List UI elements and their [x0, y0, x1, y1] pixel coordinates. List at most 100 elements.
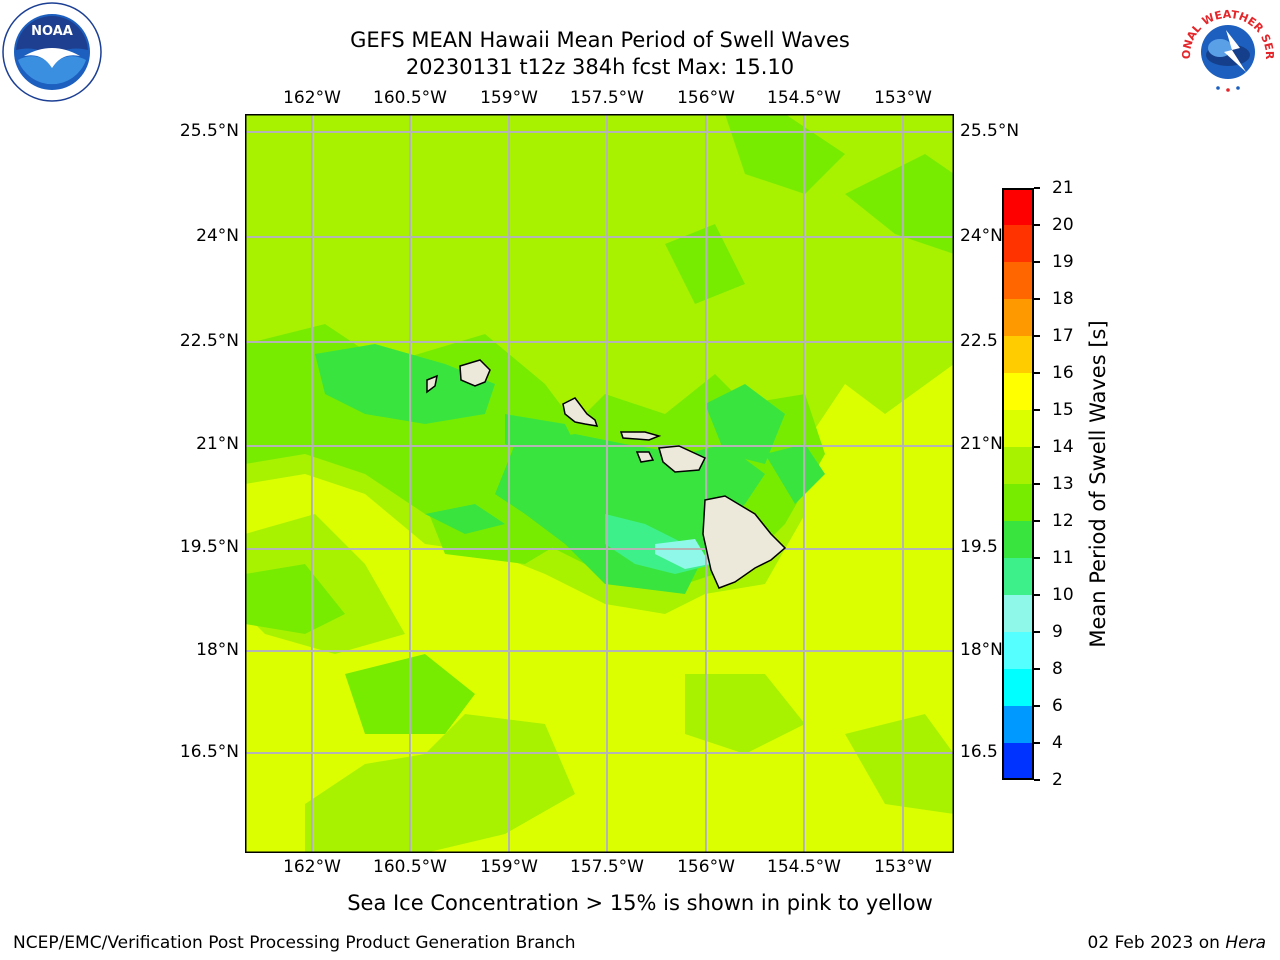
colorbar-tick-label: 17: [1052, 326, 1074, 346]
colorbar-segment: [1002, 558, 1034, 596]
colorbar-tick-label: 19: [1052, 252, 1074, 272]
islands: [426, 359, 787, 589]
noaa-logo: NOAA: [2, 2, 102, 102]
colorbar-tick-mark: [1034, 372, 1040, 374]
colorbar-tick-label: 15: [1052, 400, 1074, 420]
colorbar-frame: [1002, 188, 1034, 780]
lat-label-left: 19.5°N: [179, 537, 239, 557]
colorbar-tick-mark: [1034, 742, 1040, 744]
colorbar-tick-label: 18: [1052, 289, 1074, 309]
lat-label-left: 18°N: [196, 640, 239, 660]
colorbar-tick-label: 21: [1052, 178, 1074, 198]
map-panel: [244, 113, 955, 854]
lat-label-right: 21°N: [960, 434, 1003, 454]
colorbar-segment: [1002, 669, 1034, 707]
lon-label-top: 157.5°W: [570, 88, 644, 108]
colorbar-tick-mark: [1034, 335, 1040, 337]
lon-label-bottom: 154.5°W: [767, 857, 841, 877]
colorbar-ticks: 21 20 19 18 17 16 15 14 13 12 11 10 9 8 6 4 2: [1034, 178, 1084, 790]
contour-9-10: [655, 539, 710, 569]
colorbar-segment: [1002, 632, 1034, 670]
colorbar-tick-mark: [1034, 261, 1040, 263]
footer-date-text: 02 Feb 2023 on: [1087, 933, 1226, 953]
colorbar-tick-label: 4: [1052, 733, 1063, 753]
colorbar-tick-mark: [1034, 668, 1040, 670]
colorbar-segment: [1002, 521, 1034, 559]
colorbar-tick-mark: [1034, 631, 1040, 633]
colorbar-tick-mark: [1034, 779, 1040, 781]
lat-label-left: 21°N: [196, 434, 239, 454]
lon-label-bottom: 157.5°W: [570, 857, 644, 877]
colorbar-tick-mark: [1034, 594, 1040, 596]
lon-label-top: 156°W: [677, 88, 735, 108]
lat-label-right: 25.5°N: [960, 121, 1020, 141]
colorbar-tick-mark: [1034, 705, 1040, 707]
lon-label-top: 154.5°W: [767, 88, 841, 108]
footer-credit: NCEP/EMC/Verification Post Processing Pr…: [13, 933, 576, 953]
colorbar-tick-label: 16: [1052, 363, 1074, 383]
island-molokai: [619, 431, 662, 441]
colorbar-tick-label: 9: [1052, 622, 1063, 642]
lat-label-left: 16.5°N: [179, 742, 239, 762]
colorbar-segment: [1002, 299, 1034, 337]
island-niihau: [426, 374, 439, 394]
lon-label-top: 160.5°W: [373, 88, 447, 108]
island-hawaii: [702, 495, 787, 589]
island-kauai: [459, 359, 491, 387]
island-maui: [658, 445, 707, 473]
lat-label-right: 22.5: [960, 331, 998, 351]
chart-title-line2: 20230131 t12z 384h fcst Max: 15.10: [405, 55, 795, 79]
colorbar-tick-mark: [1034, 298, 1040, 300]
lon-label-bottom: 153°W: [874, 857, 932, 877]
colorbar-tick-mark: [1034, 409, 1040, 411]
lat-label-right: 16.5: [960, 742, 998, 762]
lat-label-left: 22.5°N: [179, 331, 239, 351]
colorbar-segment: [1002, 410, 1034, 448]
colorbar-segment: [1002, 595, 1034, 633]
colorbar-segment: [1002, 743, 1034, 781]
colorbar-tick-mark: [1034, 557, 1040, 559]
colorbar-segment: [1002, 447, 1034, 485]
lon-label-bottom: 156°W: [677, 857, 735, 877]
lon-label-top: 159°W: [480, 88, 538, 108]
footer-date: 02 Feb 2023 on Hera: [1088, 933, 1266, 953]
colorbar-segment: [1002, 188, 1034, 226]
colorbar: [1002, 188, 1034, 781]
colorbar-tick-mark: [1034, 483, 1040, 485]
colorbar-tick-label: 2: [1052, 770, 1063, 790]
lat-label-left: 24°N: [196, 226, 239, 246]
colorbar-tick-label: 10: [1052, 585, 1074, 605]
footer-host: Hera: [1225, 933, 1266, 953]
lat-label-right: 19.5: [960, 537, 998, 557]
colorbar-tick-label: 11: [1052, 548, 1074, 568]
swell-period-map: [244, 113, 955, 854]
colorbar-segment: [1002, 484, 1034, 522]
colorbar-segment: [1002, 706, 1034, 744]
nws-logo: NATIONAL WEATHER SERVICE: [1173, 0, 1278, 100]
lon-label-bottom: 162°W: [283, 857, 341, 877]
colorbar-tick-label: 14: [1052, 437, 1074, 457]
colorbar-tick-label: 13: [1052, 474, 1074, 494]
colorbar-segment: [1002, 225, 1034, 263]
lat-label-right: 24°N: [960, 226, 1003, 246]
colorbar-segment: [1002, 336, 1034, 374]
lat-label-left: 25.5°N: [179, 121, 239, 141]
colorbar-tick-label: 8: [1052, 659, 1063, 679]
island-oahu: [562, 397, 599, 427]
lon-label-bottom: 159°W: [480, 857, 538, 877]
island-lanai: [635, 451, 655, 463]
lon-label-top: 153°W: [874, 88, 932, 108]
lat-label-right: 18°N: [960, 640, 1003, 660]
colorbar-tick-label: 6: [1052, 696, 1063, 716]
colorbar-tick-mark: [1034, 446, 1040, 448]
map-frame: [244, 113, 955, 854]
lon-label-top: 162°W: [283, 88, 341, 108]
colorbar-tick-label: 12: [1052, 511, 1074, 531]
lon-label-bottom: 160.5°W: [373, 857, 447, 877]
colorbar-tick-mark: [1034, 520, 1040, 522]
chart-title-line1: GEFS MEAN Hawaii Mean Period of Swell Wa…: [350, 28, 850, 52]
colorbar-tick-mark: [1034, 187, 1040, 189]
colorbar-tick-label: 20: [1052, 215, 1074, 235]
colorbar-tick-mark: [1034, 224, 1040, 226]
colorbar-segment: [1002, 262, 1034, 300]
